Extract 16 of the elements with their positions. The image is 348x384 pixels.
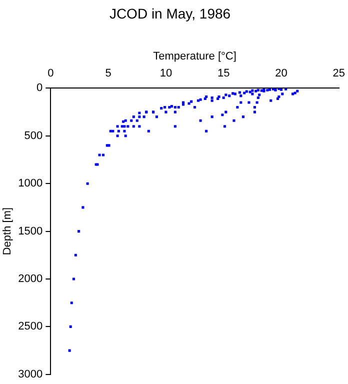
y-tick-label: 0 bbox=[36, 82, 43, 94]
x-tick-label: 25 bbox=[332, 68, 346, 80]
x-tick-label: 5 bbox=[105, 68, 112, 80]
x-tick-label: 0 bbox=[48, 68, 54, 80]
y-tick-label: 2000 bbox=[18, 273, 43, 286]
y-tick-label: 1000 bbox=[18, 178, 43, 190]
y-axis-title: Depth [m] bbox=[2, 207, 14, 256]
x-tick-label: 10 bbox=[160, 68, 172, 80]
y-tick-label: 2500 bbox=[18, 320, 43, 333]
y-tick-label: 500 bbox=[24, 130, 43, 142]
x-tick-label: 20 bbox=[275, 68, 288, 80]
x-axis-title: Temperature [°C] bbox=[153, 50, 236, 62]
y-tick-label: 1500 bbox=[18, 225, 43, 238]
x-tick-label: 15 bbox=[217, 68, 230, 80]
chart-title: JCOD in May, 1986 bbox=[109, 5, 231, 22]
y-tick-label: 3000 bbox=[18, 368, 43, 380]
